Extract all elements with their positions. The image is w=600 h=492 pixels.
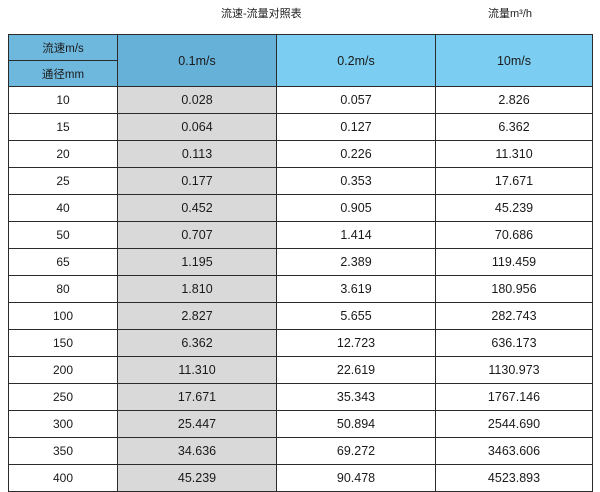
cell-flow-1: 0.226 bbox=[276, 140, 436, 168]
cell-flow-0: 11.310 bbox=[117, 356, 277, 384]
cell-flow-0: 6.362 bbox=[117, 329, 277, 357]
cell-diameter: 40 bbox=[8, 194, 118, 222]
table-row: 350 34.636 69.272 3463.606 bbox=[8, 437, 593, 465]
table-row: 20 0.113 0.226 11.310 bbox=[8, 140, 593, 168]
cell-flow-1: 69.272 bbox=[276, 437, 436, 465]
cell-flow-2: 180.956 bbox=[435, 275, 593, 303]
table-header: 流速m/s 0.1m/s 0.2m/s 10m/s 通径mm bbox=[8, 34, 593, 87]
cell-flow-1: 90.478 bbox=[276, 464, 436, 492]
cell-flow-0: 1.810 bbox=[117, 275, 277, 303]
cell-diameter: 100 bbox=[8, 302, 118, 330]
cell-flow-2: 282.743 bbox=[435, 302, 593, 330]
cell-diameter: 20 bbox=[8, 140, 118, 168]
flow-velocity-table-wrapper: 流速m/s 0.1m/s 0.2m/s 10m/s 通径mm 10 0.028 0.… bbox=[8, 34, 593, 492]
table-row: 50 0.707 1.414 70.686 bbox=[8, 221, 593, 249]
cell-flow-0: 17.671 bbox=[117, 383, 277, 411]
header-velocity-1: 0.2m/s bbox=[276, 34, 436, 87]
cell-diameter: 25 bbox=[8, 167, 118, 195]
cell-diameter: 50 bbox=[8, 221, 118, 249]
header-diameter-label: 通径mm bbox=[8, 60, 118, 87]
cell-flow-2: 11.310 bbox=[435, 140, 593, 168]
table-row: 65 1.195 2.389 119.459 bbox=[8, 248, 593, 276]
cell-flow-0: 34.636 bbox=[117, 437, 277, 465]
header-velocity-2: 10m/s bbox=[435, 34, 593, 87]
cell-flow-0: 0.707 bbox=[117, 221, 277, 249]
cell-flow-0: 0.452 bbox=[117, 194, 277, 222]
cell-flow-2: 1767.146 bbox=[435, 383, 593, 411]
cell-flow-2: 2544.690 bbox=[435, 410, 593, 438]
table-row: 25 0.177 0.353 17.671 bbox=[8, 167, 593, 195]
cell-diameter: 350 bbox=[8, 437, 118, 465]
cell-flow-1: 12.723 bbox=[276, 329, 436, 357]
table-row: 400 45.239 90.478 4523.893 bbox=[8, 464, 593, 492]
cell-diameter: 15 bbox=[8, 113, 118, 141]
cell-flow-0: 2.827 bbox=[117, 302, 277, 330]
cell-flow-2: 119.459 bbox=[435, 248, 593, 276]
cell-flow-2: 45.239 bbox=[435, 194, 593, 222]
flow-unit-caption: 流量m³/h bbox=[488, 8, 532, 20]
header-row-bottom: 通径mm bbox=[8, 60, 593, 87]
cell-diameter: 200 bbox=[8, 356, 118, 384]
cell-flow-1: 0.353 bbox=[276, 167, 436, 195]
table-row: 10 0.028 0.057 2.826 bbox=[8, 86, 593, 114]
caption-row: 流速-流量对照表 流量m³/h bbox=[0, 0, 600, 33]
cell-flow-2: 4523.893 bbox=[435, 464, 593, 492]
cell-diameter: 10 bbox=[8, 86, 118, 114]
cell-diameter: 150 bbox=[8, 329, 118, 357]
cell-flow-1: 0.905 bbox=[276, 194, 436, 222]
table-row: 80 1.810 3.619 180.956 bbox=[8, 275, 593, 303]
table-row: 15 0.064 0.127 6.362 bbox=[8, 113, 593, 141]
cell-flow-1: 0.057 bbox=[276, 86, 436, 114]
cell-flow-0: 0.064 bbox=[117, 113, 277, 141]
table-row: 250 17.671 35.343 1767.146 bbox=[8, 383, 593, 411]
cell-diameter: 65 bbox=[8, 248, 118, 276]
cell-diameter: 250 bbox=[8, 383, 118, 411]
cell-flow-1: 5.655 bbox=[276, 302, 436, 330]
cell-flow-0: 1.195 bbox=[117, 248, 277, 276]
flow-velocity-table: 流速m/s 0.1m/s 0.2m/s 10m/s 通径mm 10 0.028 0.… bbox=[8, 34, 593, 492]
cell-flow-2: 2.826 bbox=[435, 86, 593, 114]
cell-flow-1: 0.127 bbox=[276, 113, 436, 141]
cell-flow-2: 3463.606 bbox=[435, 437, 593, 465]
cell-flow-0: 0.113 bbox=[117, 140, 277, 168]
cell-flow-1: 2.389 bbox=[276, 248, 436, 276]
table-row: 200 11.310 22.619 1130.973 bbox=[8, 356, 593, 384]
cell-flow-0: 0.028 bbox=[117, 86, 277, 114]
header-row-top: 流速m/s 0.1m/s 0.2m/s 10m/s bbox=[8, 34, 593, 87]
cell-flow-2: 6.362 bbox=[435, 113, 593, 141]
cell-flow-0: 45.239 bbox=[117, 464, 277, 492]
header-velocity-0: 0.1m/s bbox=[117, 34, 277, 87]
chart-title: 流速-流量对照表 bbox=[221, 8, 302, 20]
cell-flow-1: 35.343 bbox=[276, 383, 436, 411]
table-row: 300 25.447 50.894 2544.690 bbox=[8, 410, 593, 438]
table-row: 100 2.827 5.655 282.743 bbox=[8, 302, 593, 330]
cell-flow-0: 0.177 bbox=[117, 167, 277, 195]
cell-flow-2: 1130.973 bbox=[435, 356, 593, 384]
table-row: 150 6.362 12.723 636.173 bbox=[8, 329, 593, 357]
header-velocity-label: 流速m/s bbox=[8, 34, 118, 61]
cell-flow-0: 25.447 bbox=[117, 410, 277, 438]
cell-flow-1: 3.619 bbox=[276, 275, 436, 303]
cell-diameter: 400 bbox=[8, 464, 118, 492]
cell-flow-1: 50.894 bbox=[276, 410, 436, 438]
cell-flow-1: 22.619 bbox=[276, 356, 436, 384]
table-body: 10 0.028 0.057 2.826 15 0.064 0.127 6.362 20 0.11… bbox=[8, 86, 593, 492]
cell-diameter: 80 bbox=[8, 275, 118, 303]
table-row: 40 0.452 0.905 45.239 bbox=[8, 194, 593, 222]
cell-flow-1: 1.414 bbox=[276, 221, 436, 249]
cell-diameter: 300 bbox=[8, 410, 118, 438]
cell-flow-2: 70.686 bbox=[435, 221, 593, 249]
cell-flow-2: 17.671 bbox=[435, 167, 593, 195]
cell-flow-2: 636.173 bbox=[435, 329, 593, 357]
